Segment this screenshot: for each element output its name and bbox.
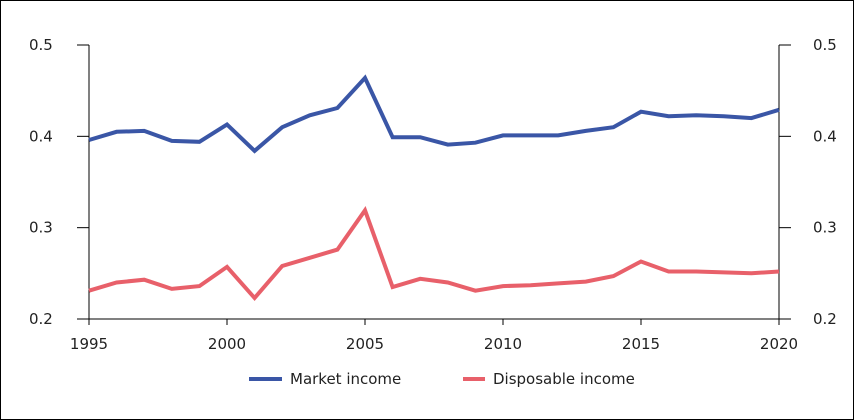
series-line-market-income [88, 74, 780, 154]
y-tick-label-left: 0.2 [29, 310, 53, 328]
y-tick-label-left: 0.4 [29, 127, 53, 145]
series-line-disposable-income [88, 205, 780, 302]
legend: Market income Disposable income [249, 370, 635, 388]
series-layer [88, 74, 780, 302]
x-tick-label: 2005 [346, 335, 384, 353]
x-tick-label: 2015 [622, 335, 660, 353]
y-tick-label-right: 0.5 [813, 36, 837, 54]
y-tick-label-left: 0.3 [29, 219, 53, 237]
y-tick-label-right: 0.3 [813, 219, 837, 237]
y-tick-label-left: 0.5 [29, 36, 53, 54]
x-tick-label: 1995 [70, 335, 108, 353]
y-tick-label-right: 0.2 [813, 310, 837, 328]
x-tick-label: 2010 [484, 335, 522, 353]
legend-label-disposable-income: Disposable income [493, 370, 635, 388]
x-tick-label: 2020 [760, 335, 798, 353]
y-tick-label-right: 0.4 [813, 127, 837, 145]
x-tick-label: 2000 [208, 335, 246, 353]
legend-label-market-income: Market income [290, 370, 401, 388]
axes: 0.2 0.2 0.3 0.3 0.4 0.4 0.5 0.5 1995 2000 2005 2010… [29, 36, 837, 353]
